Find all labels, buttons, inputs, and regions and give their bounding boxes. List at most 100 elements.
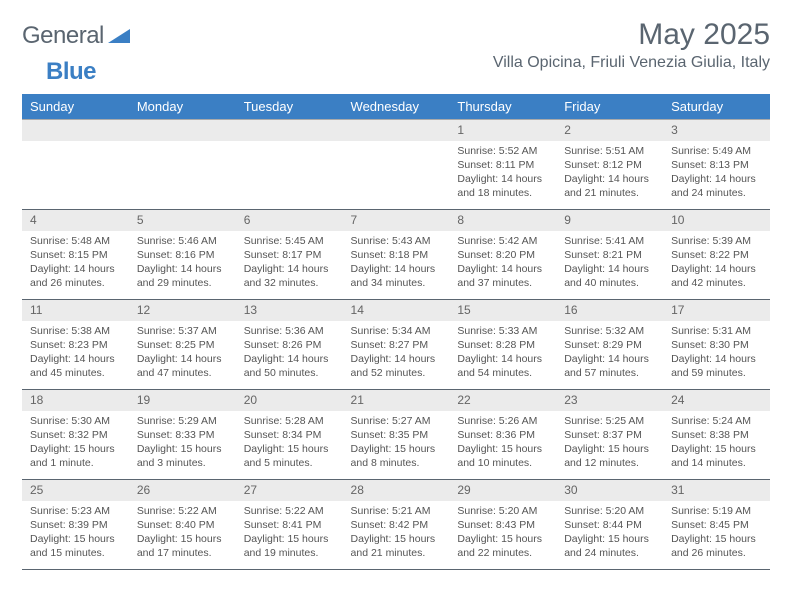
- sunset-line: Sunset: 8:13 PM: [671, 158, 762, 172]
- sunrise-line: Sunrise: 5:21 AM: [351, 504, 442, 518]
- sunrise-line: Sunrise: 5:33 AM: [457, 324, 548, 338]
- day-number: 5: [129, 210, 236, 231]
- daylight-line: Daylight: 14 hours and 18 minutes.: [457, 172, 548, 200]
- daylight-line: Daylight: 15 hours and 14 minutes.: [671, 442, 762, 470]
- calendar-table: SundayMondayTuesdayWednesdayThursdayFrid…: [22, 94, 770, 570]
- daylight-line: Daylight: 15 hours and 12 minutes.: [564, 442, 655, 470]
- day-details: Sunrise: 5:48 AMSunset: 8:15 PMDaylight:…: [22, 231, 129, 295]
- day-details: Sunrise: 5:20 AMSunset: 8:43 PMDaylight:…: [449, 501, 556, 565]
- sunset-line: Sunset: 8:30 PM: [671, 338, 762, 352]
- weekday-header-row: SundayMondayTuesdayWednesdayThursdayFrid…: [22, 94, 770, 120]
- calendar-day-cell: 2Sunrise: 5:51 AMSunset: 8:12 PMDaylight…: [556, 120, 663, 210]
- calendar-day-cell: 31Sunrise: 5:19 AMSunset: 8:45 PMDayligh…: [663, 480, 770, 570]
- sunrise-line: Sunrise: 5:27 AM: [351, 414, 442, 428]
- day-number: 28: [343, 480, 450, 501]
- sunset-line: Sunset: 8:23 PM: [30, 338, 121, 352]
- sunset-line: Sunset: 8:16 PM: [137, 248, 228, 262]
- weekday-header: Wednesday: [343, 94, 450, 120]
- daylight-line: Daylight: 14 hours and 32 minutes.: [244, 262, 335, 290]
- calendar-day-cell: 7Sunrise: 5:43 AMSunset: 8:18 PMDaylight…: [343, 210, 450, 300]
- sunset-line: Sunset: 8:27 PM: [351, 338, 442, 352]
- sunset-line: Sunset: 8:11 PM: [457, 158, 548, 172]
- day-number: 2: [556, 120, 663, 141]
- calendar-day-cell: 5Sunrise: 5:46 AMSunset: 8:16 PMDaylight…: [129, 210, 236, 300]
- day-details: Sunrise: 5:51 AMSunset: 8:12 PMDaylight:…: [556, 141, 663, 205]
- daylight-line: Daylight: 14 hours and 52 minutes.: [351, 352, 442, 380]
- calendar-day-cell: 29Sunrise: 5:20 AMSunset: 8:43 PMDayligh…: [449, 480, 556, 570]
- sunset-line: Sunset: 8:38 PM: [671, 428, 762, 442]
- day-details: Sunrise: 5:52 AMSunset: 8:11 PMDaylight:…: [449, 141, 556, 205]
- calendar-day-cell: [129, 120, 236, 210]
- sunset-line: Sunset: 8:36 PM: [457, 428, 548, 442]
- sunset-line: Sunset: 8:42 PM: [351, 518, 442, 532]
- calendar-day-cell: 20Sunrise: 5:28 AMSunset: 8:34 PMDayligh…: [236, 390, 343, 480]
- daylight-line: Daylight: 14 hours and 29 minutes.: [137, 262, 228, 290]
- sunset-line: Sunset: 8:17 PM: [244, 248, 335, 262]
- calendar-day-cell: 23Sunrise: 5:25 AMSunset: 8:37 PMDayligh…: [556, 390, 663, 480]
- sunset-line: Sunset: 8:40 PM: [137, 518, 228, 532]
- day-details: Sunrise: 5:26 AMSunset: 8:36 PMDaylight:…: [449, 411, 556, 475]
- sunset-line: Sunset: 8:43 PM: [457, 518, 548, 532]
- calendar-day-cell: 15Sunrise: 5:33 AMSunset: 8:28 PMDayligh…: [449, 300, 556, 390]
- calendar-day-cell: 18Sunrise: 5:30 AMSunset: 8:32 PMDayligh…: [22, 390, 129, 480]
- weekday-header: Sunday: [22, 94, 129, 120]
- sunrise-line: Sunrise: 5:39 AM: [671, 234, 762, 248]
- calendar-day-cell: [22, 120, 129, 210]
- weekday-header: Thursday: [449, 94, 556, 120]
- calendar-day-cell: 12Sunrise: 5:37 AMSunset: 8:25 PMDayligh…: [129, 300, 236, 390]
- day-details: Sunrise: 5:34 AMSunset: 8:27 PMDaylight:…: [343, 321, 450, 385]
- daylight-line: Daylight: 15 hours and 5 minutes.: [244, 442, 335, 470]
- sunrise-line: Sunrise: 5:28 AM: [244, 414, 335, 428]
- sunrise-line: Sunrise: 5:36 AM: [244, 324, 335, 338]
- sunrise-line: Sunrise: 5:22 AM: [244, 504, 335, 518]
- sunrise-line: Sunrise: 5:31 AM: [671, 324, 762, 338]
- day-number: 14: [343, 300, 450, 321]
- calendar-day-cell: 30Sunrise: 5:20 AMSunset: 8:44 PMDayligh…: [556, 480, 663, 570]
- calendar-day-cell: 3Sunrise: 5:49 AMSunset: 8:13 PMDaylight…: [663, 120, 770, 210]
- day-number: 8: [449, 210, 556, 231]
- daylight-line: Daylight: 15 hours and 17 minutes.: [137, 532, 228, 560]
- day-details: Sunrise: 5:27 AMSunset: 8:35 PMDaylight:…: [343, 411, 450, 475]
- sunrise-line: Sunrise: 5:29 AM: [137, 414, 228, 428]
- day-number: 29: [449, 480, 556, 501]
- calendar-day-cell: 13Sunrise: 5:36 AMSunset: 8:26 PMDayligh…: [236, 300, 343, 390]
- day-details: Sunrise: 5:22 AMSunset: 8:40 PMDaylight:…: [129, 501, 236, 565]
- sunrise-line: Sunrise: 5:25 AM: [564, 414, 655, 428]
- calendar-week-row: 25Sunrise: 5:23 AMSunset: 8:39 PMDayligh…: [22, 480, 770, 570]
- day-number: 18: [22, 390, 129, 411]
- daylight-line: Daylight: 14 hours and 42 minutes.: [671, 262, 762, 290]
- daylight-line: Daylight: 14 hours and 54 minutes.: [457, 352, 548, 380]
- daylight-line: Daylight: 15 hours and 1 minute.: [30, 442, 121, 470]
- logo-word1: General: [22, 22, 104, 50]
- sunset-line: Sunset: 8:33 PM: [137, 428, 228, 442]
- calendar-day-cell: 11Sunrise: 5:38 AMSunset: 8:23 PMDayligh…: [22, 300, 129, 390]
- sunrise-line: Sunrise: 5:51 AM: [564, 144, 655, 158]
- sunset-line: Sunset: 8:41 PM: [244, 518, 335, 532]
- day-details: Sunrise: 5:30 AMSunset: 8:32 PMDaylight:…: [22, 411, 129, 475]
- day-number: 13: [236, 300, 343, 321]
- day-number: 15: [449, 300, 556, 321]
- weekday-header: Saturday: [663, 94, 770, 120]
- sunrise-line: Sunrise: 5:49 AM: [671, 144, 762, 158]
- day-details: Sunrise: 5:36 AMSunset: 8:26 PMDaylight:…: [236, 321, 343, 385]
- day-details: Sunrise: 5:37 AMSunset: 8:25 PMDaylight:…: [129, 321, 236, 385]
- day-number: 22: [449, 390, 556, 411]
- logo-word2: Blue: [46, 58, 96, 85]
- daylight-line: Daylight: 14 hours and 59 minutes.: [671, 352, 762, 380]
- weekday-header: Friday: [556, 94, 663, 120]
- day-details: Sunrise: 5:29 AMSunset: 8:33 PMDaylight:…: [129, 411, 236, 475]
- sunrise-line: Sunrise: 5:45 AM: [244, 234, 335, 248]
- month-title: May 2025: [493, 18, 770, 52]
- daylight-line: Daylight: 15 hours and 24 minutes.: [564, 532, 655, 560]
- sunset-line: Sunset: 8:18 PM: [351, 248, 442, 262]
- day-number: 1: [449, 120, 556, 141]
- sunrise-line: Sunrise: 5:26 AM: [457, 414, 548, 428]
- daylight-line: Daylight: 14 hours and 24 minutes.: [671, 172, 762, 200]
- sunrise-line: Sunrise: 5:22 AM: [137, 504, 228, 518]
- calendar-day-cell: 10Sunrise: 5:39 AMSunset: 8:22 PMDayligh…: [663, 210, 770, 300]
- calendar-day-cell: 22Sunrise: 5:26 AMSunset: 8:36 PMDayligh…: [449, 390, 556, 480]
- daylight-line: Daylight: 14 hours and 40 minutes.: [564, 262, 655, 290]
- daylight-line: Daylight: 14 hours and 47 minutes.: [137, 352, 228, 380]
- day-details: Sunrise: 5:42 AMSunset: 8:20 PMDaylight:…: [449, 231, 556, 295]
- calendar-day-cell: 8Sunrise: 5:42 AMSunset: 8:20 PMDaylight…: [449, 210, 556, 300]
